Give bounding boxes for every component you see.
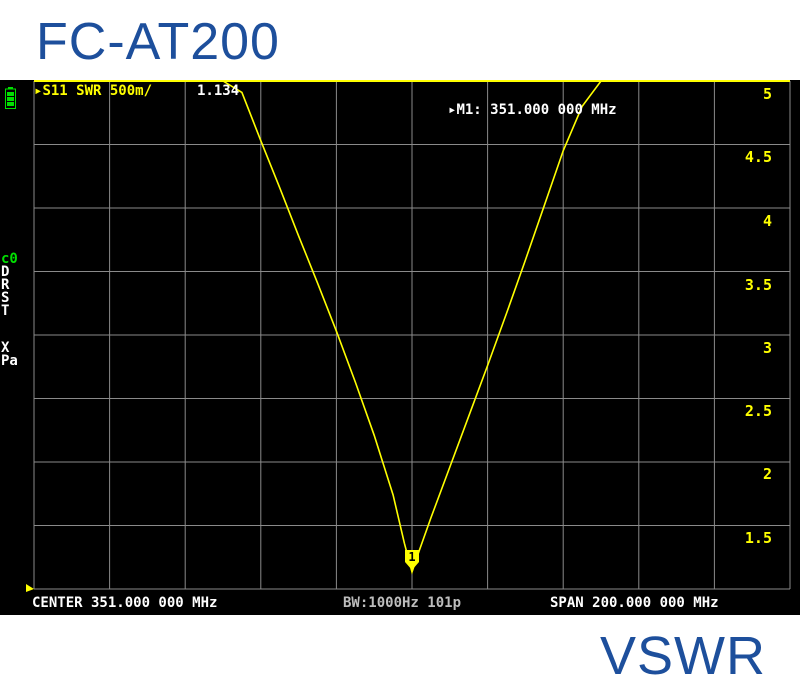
sidebar-item-r[interactable]: R [1, 277, 10, 293]
model-title: FC-AT200 [36, 13, 280, 71]
center-frequency[interactable]: CENTER 351.000 000 MHz [32, 595, 218, 611]
vswr-trace [34, 80, 790, 575]
mode-title: VSWR [600, 626, 766, 686]
sidebar-item-d[interactable]: D [1, 264, 10, 280]
span-frequency[interactable]: SPAN 200.000 000 MHz [550, 595, 719, 611]
trace-pointer-icon: ▸ [34, 83, 43, 99]
scale-label: 5 [762, 85, 772, 103]
scale-label: 2 [762, 465, 772, 483]
scale-label: 4.5 [744, 148, 772, 166]
bandwidth-points[interactable]: BW:1000Hz 101p [343, 595, 462, 611]
trace-value: 1.134 [197, 83, 240, 99]
marker-pointer-icon: ▸ [448, 102, 457, 118]
scale-label: 3.5 [744, 276, 772, 294]
status-bar: CENTER 351.000 000 MHz BW:1000Hz 101p SP… [0, 594, 800, 615]
scale-label: 1.5 [744, 529, 772, 547]
marker-1-icon [405, 549, 419, 570]
marker-1-label: 1 [408, 550, 415, 564]
scale-label: 4 [762, 212, 772, 230]
sidebar-item-pa[interactable]: Pa [1, 353, 18, 369]
reference-arrow-icon [26, 584, 34, 592]
scale-label: 3 [762, 339, 772, 357]
sidebar-item-s[interactable]: S [1, 290, 10, 306]
sidebar-item-x[interactable]: X [1, 340, 10, 356]
scale-label: 2.5 [744, 402, 772, 420]
marker-readout: ▸M1: 351.000 000 MHz [448, 102, 617, 118]
trace-label[interactable]: ▸S11 SWR 500m/ [34, 83, 153, 99]
vswr-chart: 1 [26, 80, 791, 592]
analyzer-screen: 1 c0 D R S T X Pa ▸S11 SWR 500m/ 1.134 ▸… [0, 80, 800, 615]
battery-icon [5, 87, 16, 109]
sidebar-item-t[interactable]: T [1, 303, 10, 319]
sidebar-item-c0[interactable]: c0 [1, 251, 18, 267]
